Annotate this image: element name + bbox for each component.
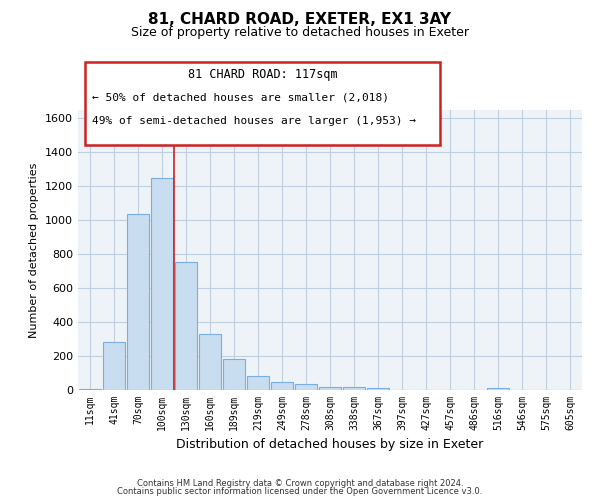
Bar	[175, 262, 197, 390]
Text: 81 CHARD ROAD: 117sqm: 81 CHARD ROAD: 117sqm	[188, 68, 337, 81]
Bar	[103, 342, 125, 390]
Bar	[79, 389, 101, 390]
Bar	[127, 214, 149, 390]
Text: Size of property relative to detached houses in Exeter: Size of property relative to detached ho…	[131, 26, 469, 39]
Text: 81, CHARD ROAD, EXETER, EX1 3AY: 81, CHARD ROAD, EXETER, EX1 3AY	[149, 12, 452, 28]
X-axis label: Distribution of detached houses by size in Exeter: Distribution of detached houses by size …	[176, 438, 484, 452]
Text: Contains public sector information licensed under the Open Government Licence v3: Contains public sector information licen…	[118, 487, 482, 496]
Bar	[223, 360, 245, 390]
Text: 49% of semi-detached houses are larger (1,953) →: 49% of semi-detached houses are larger (…	[92, 116, 416, 126]
Bar	[319, 386, 341, 390]
Bar	[151, 178, 173, 390]
Bar	[367, 388, 389, 390]
Bar	[247, 376, 269, 390]
Text: ← 50% of detached houses are smaller (2,018): ← 50% of detached houses are smaller (2,…	[92, 93, 389, 103]
Bar	[199, 334, 221, 390]
Text: Contains HM Land Registry data © Crown copyright and database right 2024.: Contains HM Land Registry data © Crown c…	[137, 478, 463, 488]
Bar	[295, 384, 317, 390]
Y-axis label: Number of detached properties: Number of detached properties	[29, 162, 40, 338]
Bar	[487, 388, 509, 390]
Bar	[343, 388, 365, 390]
Bar	[271, 382, 293, 390]
